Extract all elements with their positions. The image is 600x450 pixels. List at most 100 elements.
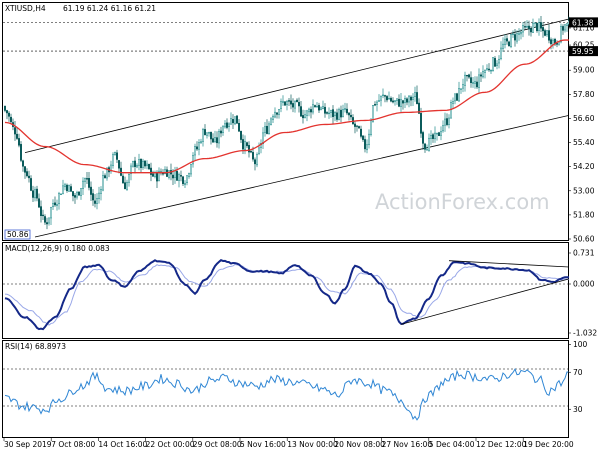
- candle: [366, 139, 368, 154]
- candle: [212, 133, 214, 143]
- candle: [412, 93, 414, 107]
- candle: [290, 94, 292, 110]
- candle: [186, 175, 188, 186]
- candle: [214, 130, 216, 144]
- candle: [462, 78, 464, 93]
- candle: [426, 144, 428, 151]
- candle: [10, 113, 12, 124]
- x-tick-label: 12 Dec 12:00: [476, 440, 527, 449]
- candle: [86, 172, 88, 184]
- candle: [504, 34, 506, 49]
- candle: [340, 105, 342, 123]
- candle: [436, 132, 438, 141]
- candle: [264, 121, 266, 137]
- candle: [442, 120, 444, 133]
- candle: [400, 93, 402, 113]
- macd-trendline-1: [400, 278, 570, 325]
- candle: [472, 77, 474, 88]
- candle: [98, 186, 100, 204]
- macd-y-tick: 0.731: [573, 249, 595, 258]
- svg-text:50.86: 50.86: [7, 230, 29, 239]
- price-tags: 61.38 59.95 50.86: [4, 17, 598, 240]
- candle: [146, 160, 148, 170]
- candle: [178, 172, 180, 188]
- candle: [456, 92, 458, 101]
- x-tick-label: 27 Nov 16:00: [382, 440, 433, 449]
- candle: [266, 119, 268, 135]
- candle: [228, 122, 230, 132]
- candle: [420, 107, 422, 138]
- candle: [56, 199, 58, 211]
- candle: [196, 141, 198, 151]
- price-y-tick: 50.60: [573, 235, 595, 244]
- candle: [302, 109, 304, 124]
- candle: [18, 133, 20, 148]
- candle: [134, 156, 136, 174]
- x-tick-label: 20 Nov 08:00: [334, 440, 385, 449]
- candle: [434, 126, 436, 143]
- candle: [428, 133, 430, 152]
- svg-text:61.38: 61.38: [572, 18, 594, 27]
- candle: [452, 97, 454, 110]
- candle: [368, 129, 370, 149]
- candle: [382, 88, 384, 99]
- candle: [312, 99, 314, 115]
- candle: [100, 186, 102, 201]
- candle: [240, 130, 242, 144]
- candle: [402, 99, 404, 110]
- price-y-tick: 56.60: [573, 114, 595, 123]
- rsi-line: [4, 368, 570, 421]
- candle: [88, 172, 90, 191]
- candle: [230, 112, 232, 125]
- candle: [392, 97, 394, 104]
- candle: [44, 214, 46, 225]
- candle: [564, 24, 566, 33]
- candle: [202, 127, 204, 147]
- macd-trendline-2: [448, 260, 570, 268]
- candle: [416, 85, 418, 105]
- candle: [72, 191, 74, 202]
- candle: [60, 193, 62, 196]
- candle: [356, 125, 358, 132]
- rsi-y-tick: 30: [573, 405, 583, 414]
- candle: [440, 126, 442, 141]
- candle: [486, 64, 488, 71]
- candle: [4, 105, 6, 113]
- candle: [410, 95, 412, 107]
- macd-trendlines: [400, 260, 570, 325]
- candle: [396, 98, 398, 105]
- candle: [208, 131, 210, 137]
- candle: [496, 60, 498, 70]
- candle: [534, 22, 536, 28]
- candle: [358, 125, 360, 129]
- candle: [306, 109, 308, 122]
- ohlc-values: 61.19 61.24 61.16 61.21: [63, 4, 156, 13]
- candle: [132, 160, 134, 168]
- candle: [508, 40, 510, 47]
- candle: [460, 88, 462, 94]
- moving-average-line: [4, 39, 569, 174]
- candle: [438, 131, 440, 137]
- candle: [296, 98, 298, 103]
- macd-y-tick: 0.000: [573, 280, 595, 289]
- candle: [276, 112, 278, 119]
- candle: [30, 175, 32, 192]
- candle: [304, 109, 306, 119]
- candle: [58, 191, 60, 210]
- candle: [316, 102, 318, 108]
- candle: [498, 55, 500, 69]
- candle: [314, 104, 316, 108]
- candle: [152, 170, 154, 177]
- candle: [68, 184, 70, 192]
- candle: [464, 71, 466, 92]
- candle: [376, 100, 378, 112]
- candle: [404, 95, 406, 109]
- price-panel: [2, 2, 569, 241]
- candle: [272, 114, 274, 123]
- candle: [514, 28, 516, 47]
- candle: [476, 76, 478, 89]
- price-y-tick: 60.25: [573, 41, 595, 50]
- candle: [414, 86, 416, 102]
- candle: [432, 132, 434, 143]
